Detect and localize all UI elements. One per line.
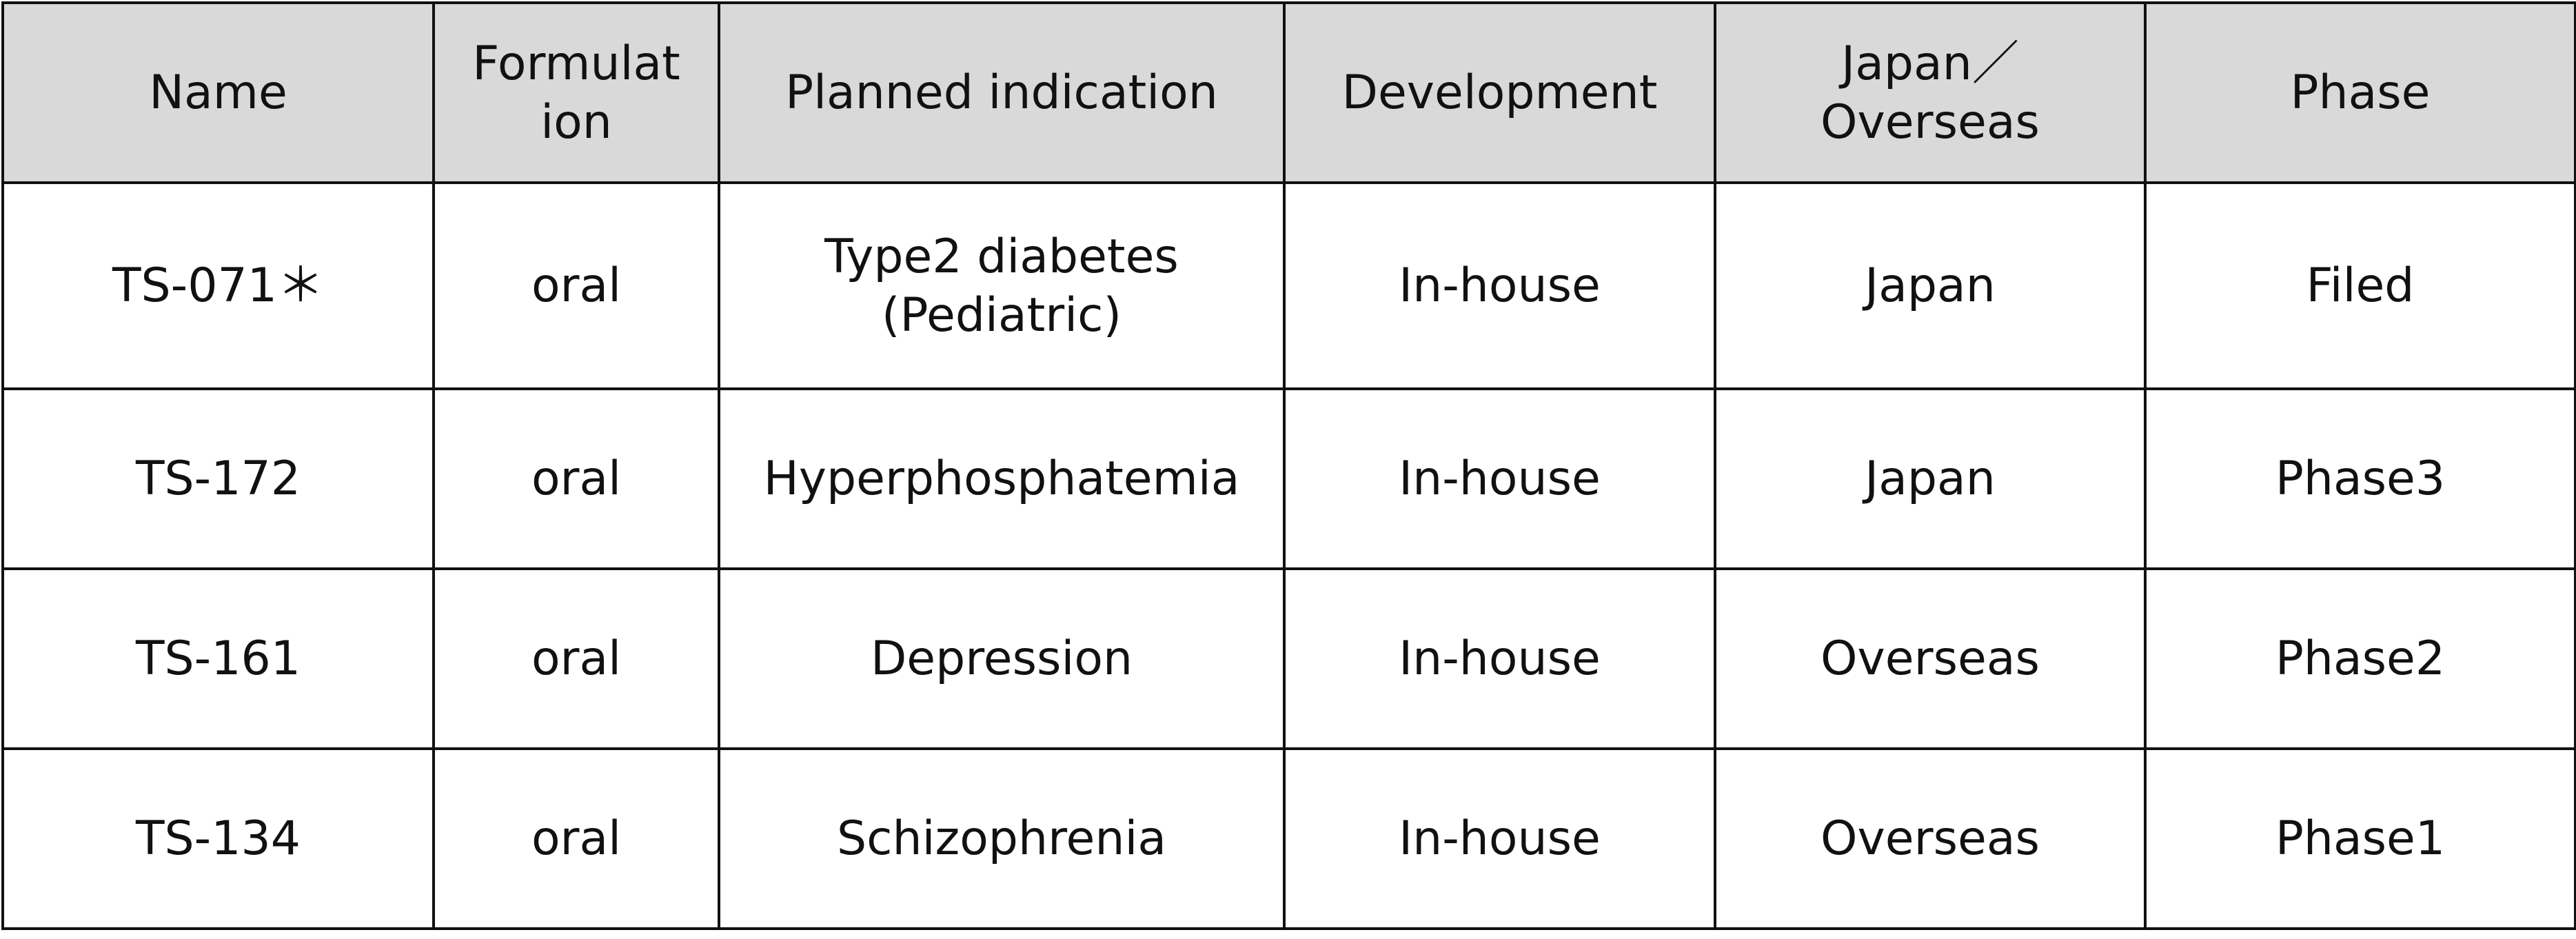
table-cell: Depression xyxy=(718,567,1286,750)
table-cell: Phase1 xyxy=(2144,747,2576,930)
table-cell: In-house xyxy=(1283,747,1716,930)
table-cell: TS-161 xyxy=(1,567,435,750)
table-cell: Overseas xyxy=(1714,747,2147,930)
header-cell: Planned indication xyxy=(718,1,1286,184)
header-row: Name Formulat ion Planned indication Develo… xyxy=(1,1,2576,184)
table-cell: Hyperphosphatemia xyxy=(718,387,1286,570)
table-cell: Japan xyxy=(1714,181,2147,390)
table-cell: TS-172 xyxy=(1,387,435,570)
table-row: TS-134 oral Schizophrenia In-house Overseas P… xyxy=(1,747,2576,930)
header-cell: Formulat ion xyxy=(432,1,720,184)
table-cell: Filed xyxy=(2144,181,2576,390)
table-cell: oral xyxy=(432,567,720,750)
table-cell: Overseas xyxy=(1714,567,2147,750)
header-cell: Phase xyxy=(2144,1,2576,184)
table-cell: oral xyxy=(432,747,720,930)
table-cell: In-house xyxy=(1283,181,1716,390)
table-row: TS-172 oral Hyperphosphatemia In-house Japan… xyxy=(1,387,2576,570)
header-cell: Japan／ Overseas xyxy=(1714,1,2147,184)
table-cell: Schizophrenia xyxy=(718,747,1286,930)
table-cell: Phase2 xyxy=(2144,567,2576,750)
table-cell: In-house xyxy=(1283,567,1716,750)
table-cell: Phase3 xyxy=(2144,387,2576,570)
header-cell: Name xyxy=(1,1,435,184)
table-cell: oral xyxy=(432,387,720,570)
table-cell: Type2 diabetes (Pediatric) xyxy=(718,181,1286,390)
table-row: TS-071＊ oral Type2 diabetes (Pediatric) In-… xyxy=(1,181,2576,390)
table-cell: TS-071＊ xyxy=(1,181,435,390)
table-row: TS-161 oral Depression In-house Overseas Phas… xyxy=(1,567,2576,750)
table-body: TS-071＊ oral Type2 diabetes (Pediatric) In-… xyxy=(1,181,2576,930)
table-cell: Japan xyxy=(1714,387,2147,570)
table-cell: oral xyxy=(432,181,720,390)
header-cell: Development xyxy=(1283,1,1716,184)
table-cell: In-house xyxy=(1283,387,1716,570)
table-cell: TS-134 xyxy=(1,747,435,930)
